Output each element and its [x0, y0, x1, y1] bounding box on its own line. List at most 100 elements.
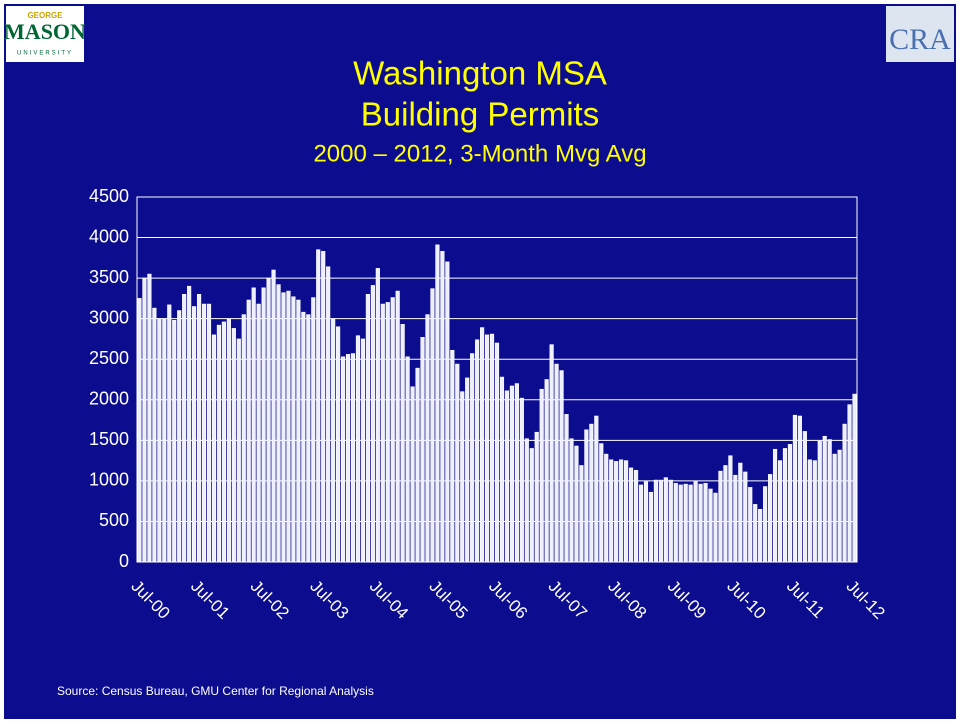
source-note: Source: Census Bureau, GMU Center for Re…: [57, 684, 374, 698]
bar: [653, 479, 658, 563]
bar: [266, 277, 271, 563]
bar: [524, 438, 529, 563]
bar: [167, 304, 172, 563]
bar: [435, 244, 440, 563]
bar: [276, 284, 281, 563]
bar: [326, 266, 331, 563]
bar: [738, 462, 743, 563]
y-tick-label: 4000: [89, 226, 129, 246]
bar: [708, 488, 713, 563]
bar: [802, 431, 807, 563]
bar: [574, 445, 579, 563]
bar: [380, 303, 385, 563]
bar: [390, 297, 395, 563]
y-tick-label: 3000: [89, 307, 129, 327]
bar: [678, 484, 683, 563]
bar: [579, 465, 584, 563]
bar: [395, 290, 400, 563]
bar: [768, 474, 773, 563]
bar: [321, 251, 326, 563]
bar: [206, 303, 212, 563]
bar: [648, 491, 654, 563]
y-tick-label: 4500: [89, 186, 129, 206]
bar: [743, 471, 748, 563]
bar: [638, 484, 644, 563]
bar: [147, 273, 152, 563]
bar: [246, 299, 251, 563]
bar: [182, 294, 187, 563]
bar: [713, 492, 718, 563]
bar: [192, 306, 197, 563]
bar: [504, 390, 510, 563]
chart-title: Building Permits: [361, 96, 599, 133]
bar: [688, 484, 693, 563]
bar: [718, 470, 723, 563]
bar: [385, 302, 390, 563]
bar: [450, 349, 455, 563]
bar: [311, 297, 316, 563]
bar: [291, 296, 296, 563]
bar: [271, 269, 276, 563]
bar: [703, 483, 708, 563]
bar: [231, 328, 236, 563]
bar: [340, 356, 346, 563]
bar: [345, 354, 351, 563]
bar: [787, 444, 793, 563]
bar: [221, 321, 226, 563]
bar: [489, 333, 495, 563]
bar: [554, 363, 559, 563]
y-tick-label: 1000: [89, 470, 129, 490]
bar: [658, 479, 663, 563]
bar: [415, 367, 420, 563]
bar: [589, 423, 594, 563]
bar: [564, 414, 569, 563]
bar: [852, 393, 857, 563]
bar: [832, 453, 837, 563]
bar: [763, 486, 768, 563]
bar: [683, 483, 688, 563]
bar: [529, 448, 534, 563]
bar: [693, 480, 698, 563]
bar: [306, 314, 311, 563]
bar: [301, 311, 306, 563]
bar: [619, 459, 624, 563]
bar: [157, 318, 162, 563]
bar: [241, 314, 246, 563]
bar: [261, 287, 266, 563]
bar: [758, 508, 763, 563]
bar: [137, 298, 142, 563]
bar: [211, 334, 217, 563]
cra-logo: [886, 6, 954, 62]
bar: [355, 335, 361, 563]
bar: [370, 285, 375, 563]
bar: [430, 288, 435, 563]
bar: [494, 342, 500, 563]
bar: [360, 338, 366, 563]
y-tick-label: 1500: [89, 429, 129, 449]
y-tick-label: 0: [119, 551, 129, 571]
bar: [455, 363, 460, 563]
bar: [465, 377, 470, 563]
bar: [628, 467, 634, 563]
bar: [772, 448, 778, 563]
bar: [663, 477, 668, 563]
gmu-logo: [6, 6, 84, 62]
bar: [599, 443, 604, 563]
bar: [549, 344, 554, 563]
bar: [812, 460, 817, 563]
bar: [296, 299, 301, 563]
bar: [484, 334, 490, 563]
bar: [569, 438, 574, 563]
bar: [177, 310, 182, 563]
bar: [544, 379, 549, 563]
bar: [405, 356, 410, 563]
bar: [792, 414, 798, 563]
bar: [331, 318, 336, 563]
bar: [336, 326, 341, 563]
bar: [728, 455, 733, 563]
bar: [187, 285, 192, 563]
logo-text: CRA: [889, 23, 951, 56]
bar: [445, 261, 450, 563]
logo-text: MASON: [4, 19, 86, 44]
bar: [460, 391, 465, 563]
